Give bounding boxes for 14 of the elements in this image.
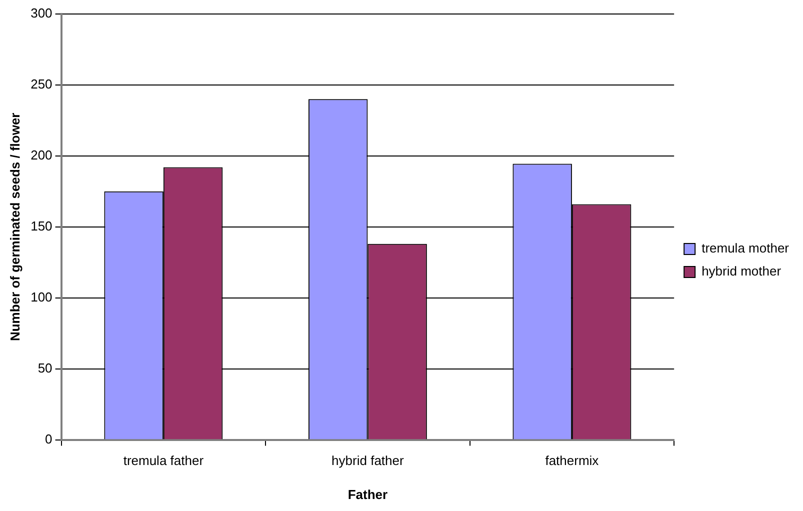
y-axis-title: Number of germinated seeds / flower (7, 112, 22, 342)
y-tick-label: 50 (38, 360, 52, 376)
y-tick-label: 250 (30, 76, 52, 92)
legend-label: hybrid mother (702, 264, 782, 279)
y-tick-label: 300 (30, 6, 52, 21)
x-tick-label: tremula father (123, 453, 204, 468)
y-tick-label: 150 (30, 218, 52, 234)
y-tick-label: 100 (30, 289, 52, 304)
legend-label: tremula mother (702, 240, 790, 256)
x-tick-label: hybrid father (332, 453, 404, 468)
y-tick-label: 0 (45, 431, 52, 446)
x-axis-title: Father (348, 486, 388, 502)
y-tick-label: 200 (30, 148, 52, 163)
x-tick-label: fathermix (545, 453, 600, 468)
